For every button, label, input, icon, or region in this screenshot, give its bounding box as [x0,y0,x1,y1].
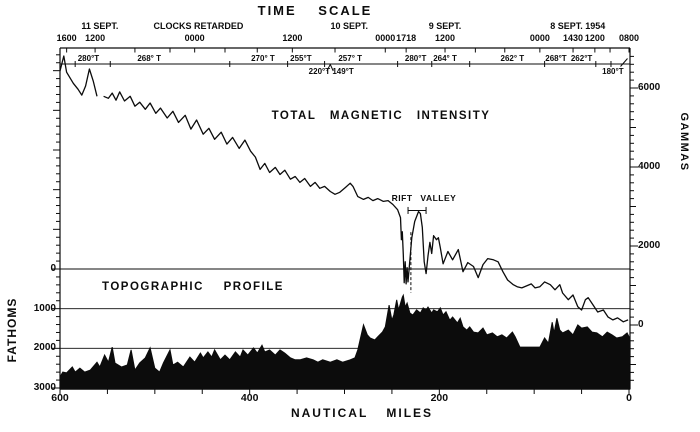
time-hour-label: 1200 [282,33,303,43]
course-bearing-label: 270° T [251,53,275,63]
time-date-label: 9 SEPT. [428,21,462,31]
fathom-tick-label: 2000 [33,342,56,354]
course-bearing-label: 280°T [404,53,427,63]
course-arrow-mark [620,58,628,67]
fathom-tick-label: 1000 [33,302,56,314]
course-bearing-label: 180°T [602,67,624,76]
rift-valley-annotation: RIFT VALLEY [391,193,457,203]
magnetic-intensity-curve [103,91,629,323]
course-junction-mark [326,64,331,72]
course-junction-mark [329,64,334,72]
time-hour-label: 0000 [529,33,550,43]
x-tick-label: 200 [430,392,449,404]
time-hour-label: 1718 [396,33,417,43]
time-hour-label: 1600 [56,33,77,43]
time-hour-label: 1200 [85,33,106,43]
time-hour-label: 1430 [563,33,584,43]
time-hour-label: 1200 [584,33,605,43]
course-bearing-label: 257° T [338,53,363,63]
time-date-label: CLOCKS RETARDED [153,21,244,31]
course-bearing-label: 255°T [290,53,312,63]
course-bearing-label: 264° T [433,53,457,63]
time-hour-label: 0000 [184,33,205,43]
x-tick-label: 600 [51,392,69,404]
course-bearing-label: 280°T [77,53,100,63]
course-bearing-label: 268° T [137,53,161,63]
x-tick-label: 400 [240,392,259,404]
course-bearing-label: 268°T [545,53,567,63]
gamma-tick-label: 2000 [638,240,661,251]
x-axis-title: NAUTICAL MILES [290,406,434,420]
topographic-profile-series-label: TOPOGRAPHIC PROFILE [102,281,284,293]
right-axis-title: GAMMAS [678,112,690,172]
time-date-label: 10 SEPT. [330,21,368,31]
time-date-label: 8 SEPT. 1954 [550,21,606,31]
course-bearing-label: 262°T [570,53,593,63]
fathom-tick-label: 0 [50,263,56,274]
time-hour-label: 1200 [435,33,456,43]
chart-title: TIME SCALE [257,3,373,18]
time-hour-label: 0000 [375,33,396,43]
course-bearing-label: 262° T [500,53,525,63]
gamma-tick-label: 0 [638,319,644,330]
topographic-profile-area [59,293,631,390]
time-date-label: 11 SEPT. [81,21,119,31]
magnetic-intensity-series-label: TOTAL MAGNETIC INTENSITY [271,110,491,122]
gamma-tick-label: 4000 [638,161,661,172]
x-tick-label: 0 [626,392,632,404]
time-hour-label: 0800 [618,33,640,43]
course-bearing-label: 220°T 149°T [308,67,354,76]
fathom-tick-label: 3000 [33,382,56,393]
gamma-tick-label: 6000 [638,82,661,93]
